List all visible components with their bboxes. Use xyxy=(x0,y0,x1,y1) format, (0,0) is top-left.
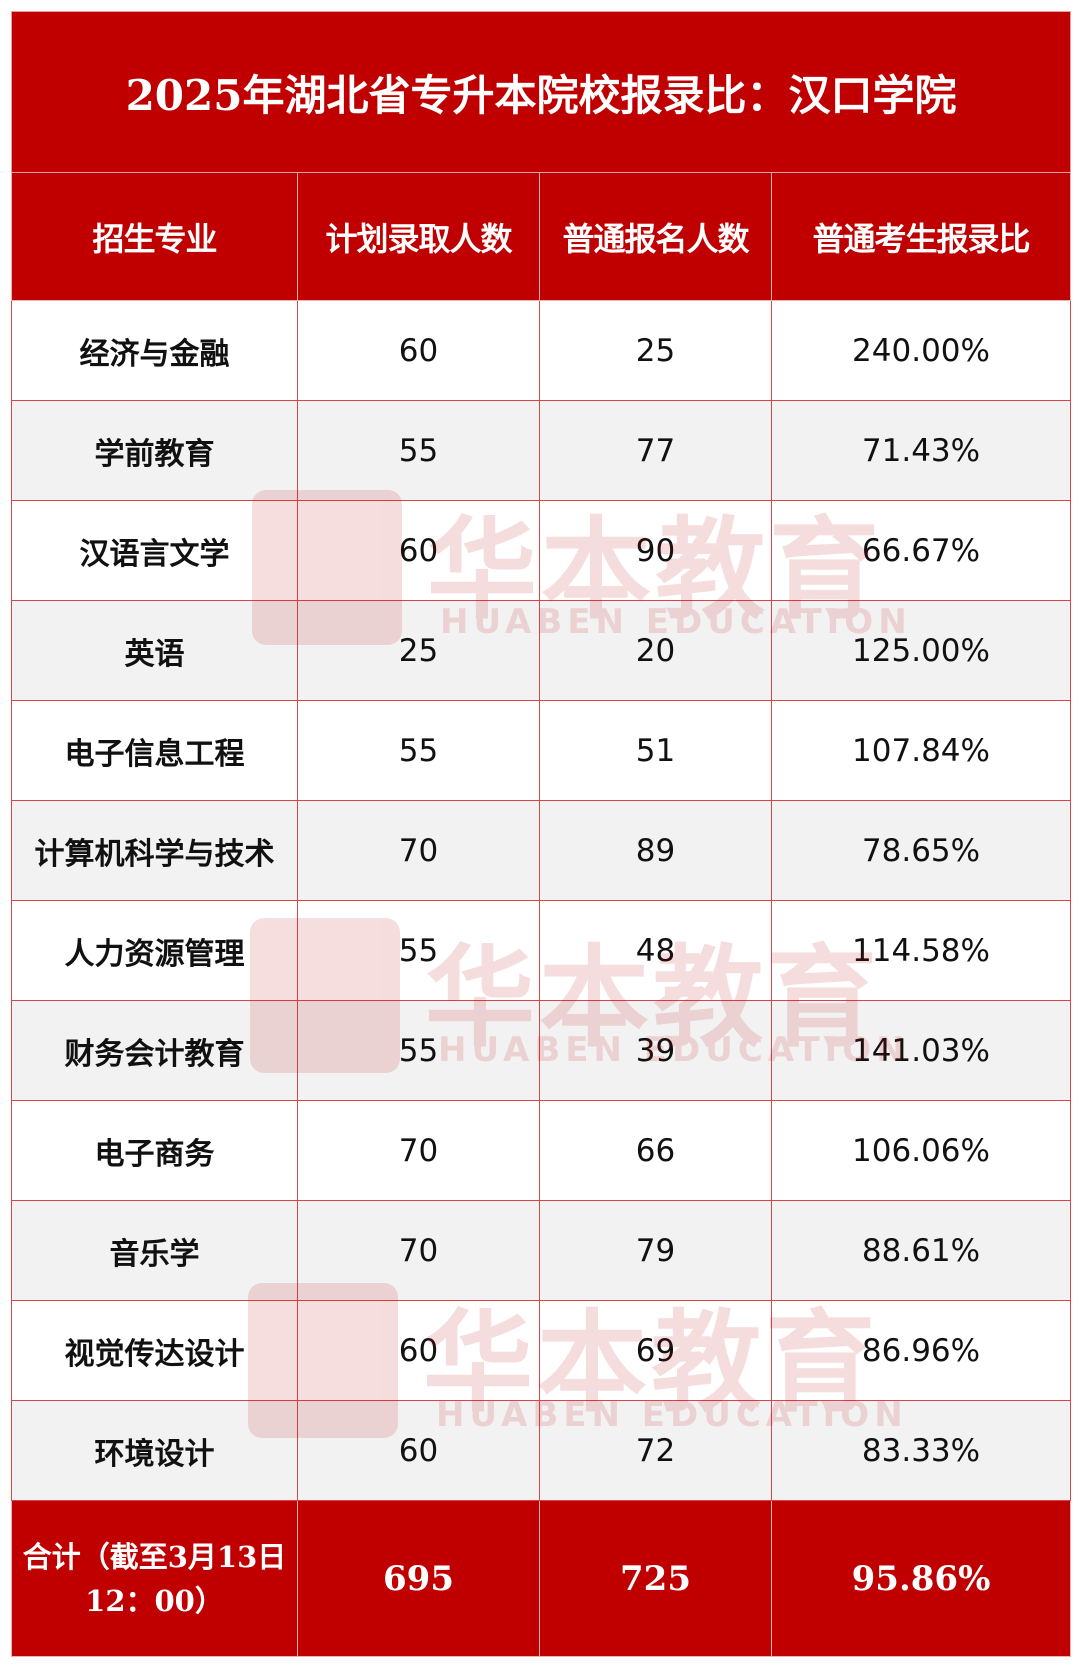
total-plan: 695 xyxy=(297,1500,540,1657)
cell-plan: 60 xyxy=(297,1300,540,1401)
total-applicants: 725 xyxy=(539,1500,772,1657)
table-row: 人力资源管理 55 48 114.58% xyxy=(11,900,1072,1001)
table-row: 财务会计教育 55 39 141.03% xyxy=(11,1000,1072,1101)
cell-ratio: 83.33% xyxy=(770,1400,1072,1501)
header-applicants: 普通报名人数 xyxy=(539,172,772,301)
cell-major: 经济与金融 xyxy=(11,300,298,401)
table-row: 经济与金融 60 25 240.00% xyxy=(11,300,1072,401)
header-ratio: 普通考生报录比 xyxy=(770,172,1072,301)
cell-applicants: 69 xyxy=(539,1300,772,1401)
cell-plan: 60 xyxy=(297,500,540,601)
cell-ratio: 114.58% xyxy=(770,900,1072,1001)
cell-major: 财务会计教育 xyxy=(11,1000,298,1101)
table-row: 音乐学 70 79 88.61% xyxy=(11,1200,1072,1301)
table-title: 2025年湖北省专升本院校报录比：汉口学院 xyxy=(10,11,1072,173)
cell-major: 音乐学 xyxy=(11,1200,298,1301)
cell-applicants: 66 xyxy=(539,1100,772,1201)
cell-plan: 70 xyxy=(297,1100,540,1201)
cell-major: 环境设计 xyxy=(11,1400,298,1501)
cell-plan: 25 xyxy=(297,600,540,701)
cell-applicants: 39 xyxy=(539,1000,772,1101)
cell-applicants: 77 xyxy=(539,400,772,501)
cell-ratio: 240.00% xyxy=(770,300,1072,401)
cell-major: 视觉传达设计 xyxy=(11,1300,298,1401)
cell-plan: 55 xyxy=(297,700,540,801)
cell-major: 学前教育 xyxy=(11,400,298,501)
cell-applicants: 89 xyxy=(539,800,772,901)
cell-ratio: 106.06% xyxy=(770,1100,1072,1201)
cell-applicants: 79 xyxy=(539,1200,772,1301)
cell-ratio: 125.00% xyxy=(770,600,1072,701)
cell-ratio: 71.43% xyxy=(770,400,1072,501)
table-row: 学前教育 55 77 71.43% xyxy=(11,400,1072,501)
cell-plan: 55 xyxy=(297,900,540,1001)
enrollment-ratio-table: 2025年湖北省专升本院校报录比：汉口学院 招生专业 计划录取人数 普通报名人数… xyxy=(10,11,1072,1657)
cell-ratio: 141.03% xyxy=(770,1000,1072,1101)
cell-ratio: 86.96% xyxy=(770,1300,1072,1401)
cell-plan: 55 xyxy=(297,400,540,501)
table-row: 汉语言文学 60 90 66.67% xyxy=(11,500,1072,601)
cell-plan: 60 xyxy=(297,300,540,401)
cell-plan: 70 xyxy=(297,800,540,901)
cell-applicants: 90 xyxy=(539,500,772,601)
header-major: 招生专业 xyxy=(11,172,298,301)
total-label: 合计（截至3月13日12：00） xyxy=(11,1500,298,1657)
cell-major: 人力资源管理 xyxy=(11,900,298,1001)
cell-major: 汉语言文学 xyxy=(11,500,298,601)
cell-applicants: 25 xyxy=(539,300,772,401)
cell-applicants: 51 xyxy=(539,700,772,801)
table-row: 环境设计 60 72 83.33% xyxy=(11,1400,1072,1501)
table-row: 电子信息工程 55 51 107.84% xyxy=(11,700,1072,801)
cell-major: 计算机科学与技术 xyxy=(11,800,298,901)
cell-applicants: 20 xyxy=(539,600,772,701)
cell-major: 英语 xyxy=(11,600,298,701)
total-row: 合计（截至3月13日12：00） 695 725 95.86% xyxy=(11,1500,1072,1657)
cell-major: 电子商务 xyxy=(11,1100,298,1201)
table-row: 视觉传达设计 60 69 86.96% xyxy=(11,1300,1072,1401)
cell-ratio: 78.65% xyxy=(770,800,1072,901)
cell-ratio: 88.61% xyxy=(770,1200,1072,1301)
cell-ratio: 107.84% xyxy=(770,700,1072,801)
cell-applicants: 48 xyxy=(539,900,772,1001)
header-plan: 计划录取人数 xyxy=(297,172,540,301)
total-ratio: 95.86% xyxy=(770,1500,1072,1657)
cell-plan: 60 xyxy=(297,1400,540,1501)
table-row: 英语 25 20 125.00% xyxy=(11,600,1072,701)
cell-applicants: 72 xyxy=(539,1400,772,1501)
table-row: 电子商务 70 66 106.06% xyxy=(11,1100,1072,1201)
cell-major: 电子信息工程 xyxy=(11,700,298,801)
cell-plan: 70 xyxy=(297,1200,540,1301)
cell-plan: 55 xyxy=(297,1000,540,1101)
cell-ratio: 66.67% xyxy=(770,500,1072,601)
enrollment-ratio-table-container: 2025年湖北省专升本院校报录比：汉口学院 招生专业 计划录取人数 普通报名人数… xyxy=(10,11,1072,1657)
table-row: 计算机科学与技术 70 89 78.65% xyxy=(11,800,1072,901)
header-row: 招生专业 计划录取人数 普通报名人数 普通考生报录比 xyxy=(11,172,1072,301)
